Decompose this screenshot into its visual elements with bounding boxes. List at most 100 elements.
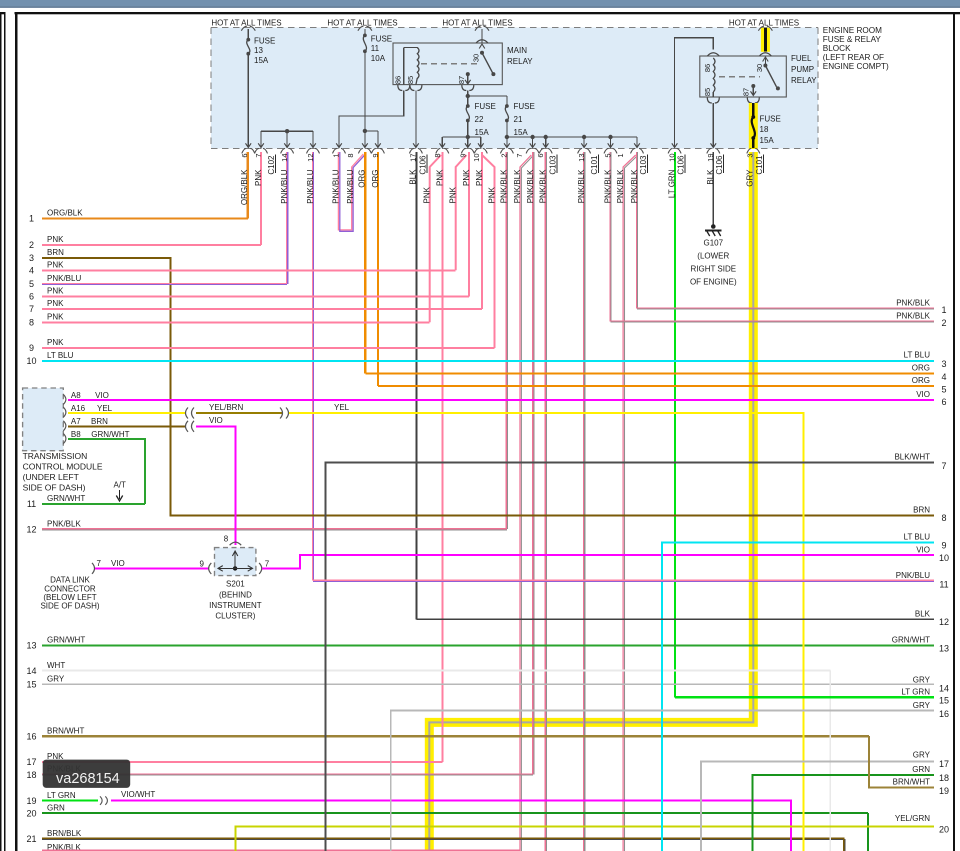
svg-text:BRN/BLK: BRN/BLK: [47, 829, 82, 838]
svg-text:DATA LINK: DATA LINK: [50, 576, 90, 585]
svg-text:GRY: GRY: [745, 169, 754, 187]
svg-text:1: 1: [331, 154, 340, 158]
svg-text:3: 3: [941, 359, 946, 369]
svg-text:GRY: GRY: [913, 701, 931, 710]
svg-text:7: 7: [941, 461, 946, 471]
svg-text:RELAY: RELAY: [507, 57, 533, 66]
svg-text:PNK/BLK: PNK/BLK: [47, 519, 81, 528]
svg-text:13: 13: [254, 46, 263, 55]
svg-text:(BELOW LEFT: (BELOW LEFT: [43, 593, 96, 602]
svg-text:A/T: A/T: [114, 481, 127, 490]
svg-text:A16: A16: [71, 404, 86, 413]
svg-text:CONTROL MODULE: CONTROL MODULE: [23, 462, 103, 472]
svg-text:5: 5: [941, 385, 946, 395]
svg-text:20: 20: [939, 825, 949, 835]
svg-text:19: 19: [706, 154, 715, 162]
svg-text:PNK/BLU: PNK/BLU: [331, 169, 340, 203]
svg-text:PNK/BLK: PNK/BLK: [513, 169, 522, 203]
svg-text:GRY: GRY: [47, 675, 65, 684]
svg-text:CONNECTOR: CONNECTOR: [44, 584, 96, 593]
svg-text:6: 6: [941, 397, 946, 407]
svg-text:GRN: GRN: [47, 803, 65, 812]
svg-text:9: 9: [458, 154, 467, 158]
svg-text:7: 7: [29, 304, 34, 314]
svg-text:BRN: BRN: [913, 506, 930, 515]
svg-text:GRN: GRN: [912, 765, 930, 774]
svg-text:PNK/BLK: PNK/BLK: [47, 843, 81, 851]
svg-text:(UNDER LEFT: (UNDER LEFT: [23, 472, 79, 482]
svg-text:5: 5: [604, 154, 613, 158]
svg-text:PNK/BLK: PNK/BLK: [500, 169, 509, 203]
svg-text:PNK/BLK: PNK/BLK: [896, 312, 930, 321]
svg-text:8: 8: [346, 154, 355, 158]
svg-text:5: 5: [29, 279, 34, 289]
svg-text:10A: 10A: [371, 54, 386, 63]
svg-text:10: 10: [472, 154, 481, 162]
svg-text:PNK/BLK: PNK/BLK: [539, 169, 548, 203]
svg-text:13: 13: [577, 154, 586, 162]
svg-text:9: 9: [199, 559, 204, 568]
svg-text:15A: 15A: [475, 128, 490, 137]
svg-text:va268154: va268154: [56, 771, 120, 787]
svg-text:17: 17: [408, 154, 417, 162]
svg-text:ORG/BLK: ORG/BLK: [47, 209, 83, 218]
svg-text:8: 8: [224, 535, 229, 544]
svg-text:14: 14: [26, 666, 36, 676]
svg-text:ORG: ORG: [912, 364, 930, 373]
svg-text:11: 11: [371, 44, 380, 53]
svg-text:LT GRN: LT GRN: [667, 169, 676, 198]
svg-text:VIO: VIO: [916, 545, 930, 554]
svg-text:C103: C103: [549, 155, 558, 175]
svg-text:VIO: VIO: [209, 416, 223, 425]
svg-text:HOT AT ALL TIMES: HOT AT ALL TIMES: [211, 18, 281, 27]
svg-text:2: 2: [29, 240, 34, 250]
svg-text:PNK: PNK: [462, 169, 471, 186]
svg-text:8: 8: [433, 154, 442, 158]
svg-text:13: 13: [939, 644, 949, 654]
svg-text:FUSE & RELAY: FUSE & RELAY: [823, 35, 882, 44]
svg-text:PNK: PNK: [47, 235, 64, 244]
svg-text:FUSE: FUSE: [760, 115, 781, 124]
svg-text:OF ENGINE): OF ENGINE): [690, 278, 737, 287]
svg-text:7: 7: [265, 559, 270, 568]
svg-text:SIDE OF DASH): SIDE OF DASH): [23, 483, 86, 493]
svg-text:GRN/WHT: GRN/WHT: [47, 494, 85, 503]
svg-text:15A: 15A: [760, 136, 775, 145]
svg-text:9: 9: [941, 541, 946, 551]
svg-text:YEL: YEL: [97, 404, 113, 413]
svg-text:PNK: PNK: [488, 186, 497, 203]
svg-text:VIO: VIO: [111, 559, 125, 568]
svg-text:6: 6: [536, 154, 545, 158]
svg-text:30: 30: [755, 64, 764, 72]
svg-text:14: 14: [939, 684, 949, 694]
svg-text:21: 21: [514, 115, 523, 124]
svg-text:11: 11: [27, 499, 36, 509]
svg-text:15: 15: [939, 696, 949, 706]
svg-text:VIO: VIO: [916, 390, 930, 399]
svg-text:7: 7: [97, 559, 102, 568]
svg-text:85: 85: [406, 76, 415, 84]
svg-text:RELAY: RELAY: [791, 76, 817, 85]
svg-text:PNK/BLK: PNK/BLK: [604, 169, 613, 203]
svg-text:C101: C101: [755, 155, 764, 175]
svg-text:GRY: GRY: [913, 675, 931, 684]
svg-text:19: 19: [939, 786, 949, 796]
svg-text:LT BLU: LT BLU: [904, 533, 931, 542]
svg-text:YEL: YEL: [334, 403, 350, 412]
svg-text:86: 86: [703, 64, 712, 72]
svg-text:1: 1: [616, 154, 625, 158]
svg-text:PNK: PNK: [435, 169, 444, 186]
svg-text:WHT: WHT: [47, 661, 65, 670]
svg-text:ORG: ORG: [371, 170, 380, 188]
svg-text:ENGINE ROOM: ENGINE ROOM: [823, 26, 882, 35]
svg-text:LT BLU: LT BLU: [47, 351, 74, 360]
svg-text:PNK: PNK: [475, 169, 484, 186]
svg-text:21: 21: [26, 834, 36, 844]
svg-text:ENGINE COMPT): ENGINE COMPT): [823, 62, 889, 71]
svg-text:GRN/WHT: GRN/WHT: [892, 635, 930, 644]
svg-text:7: 7: [515, 154, 524, 158]
svg-text:11: 11: [939, 580, 948, 590]
svg-text:2: 2: [941, 318, 946, 328]
svg-text:10: 10: [939, 553, 949, 563]
svg-text:FUSE: FUSE: [371, 35, 392, 44]
